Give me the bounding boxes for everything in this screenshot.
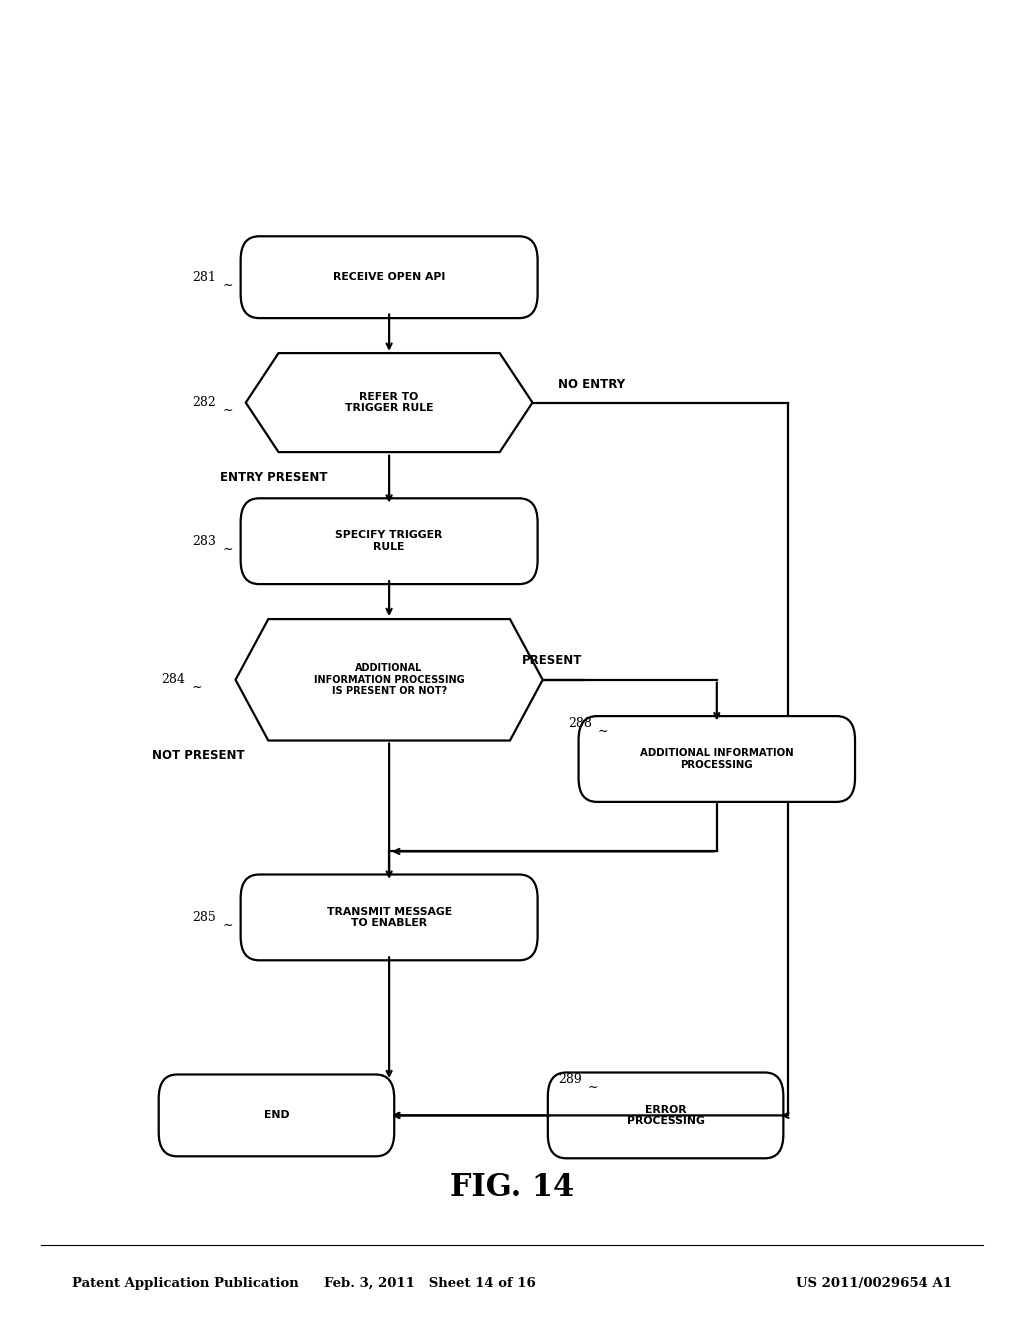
FancyBboxPatch shape [241, 236, 538, 318]
Text: FIG. 14: FIG. 14 [450, 1172, 574, 1204]
FancyBboxPatch shape [548, 1072, 783, 1159]
Text: ADDITIONAL INFORMATION
PROCESSING: ADDITIONAL INFORMATION PROCESSING [640, 748, 794, 770]
Text: REFER TO
TRIGGER RULE: REFER TO TRIGGER RULE [345, 392, 433, 413]
Text: END: END [263, 1110, 290, 1121]
Text: TRANSMIT MESSAGE
TO ENABLER: TRANSMIT MESSAGE TO ENABLER [327, 907, 452, 928]
Text: SPECIFY TRIGGER
RULE: SPECIFY TRIGGER RULE [336, 531, 442, 552]
Text: 289: 289 [558, 1073, 582, 1086]
Text: ∼: ∼ [222, 279, 232, 292]
Polygon shape [236, 619, 543, 741]
Text: 281: 281 [193, 271, 216, 284]
Text: ADDITIONAL
INFORMATION PROCESSING
IS PRESENT OR NOT?: ADDITIONAL INFORMATION PROCESSING IS PRE… [313, 663, 465, 697]
Polygon shape [246, 354, 532, 451]
Text: 284: 284 [162, 673, 185, 686]
FancyBboxPatch shape [241, 874, 538, 961]
Text: ∼: ∼ [191, 681, 202, 694]
Text: RECEIVE OPEN API: RECEIVE OPEN API [333, 272, 445, 282]
FancyBboxPatch shape [159, 1074, 394, 1156]
Text: NOT PRESENT: NOT PRESENT [152, 748, 244, 762]
FancyBboxPatch shape [579, 715, 855, 801]
Text: 283: 283 [193, 535, 216, 548]
Text: ∼: ∼ [222, 404, 232, 417]
FancyBboxPatch shape [241, 498, 538, 583]
Text: 285: 285 [193, 911, 216, 924]
Text: US 2011/0029654 A1: US 2011/0029654 A1 [797, 1276, 952, 1290]
Text: ∼: ∼ [222, 919, 232, 932]
Text: Feb. 3, 2011   Sheet 14 of 16: Feb. 3, 2011 Sheet 14 of 16 [325, 1276, 536, 1290]
Text: 282: 282 [193, 396, 216, 409]
Text: PRESENT: PRESENT [522, 653, 583, 667]
Text: NO ENTRY: NO ENTRY [558, 378, 626, 391]
Text: ENTRY PRESENT: ENTRY PRESENT [220, 471, 328, 484]
Text: ERROR
PROCESSING: ERROR PROCESSING [627, 1105, 705, 1126]
Text: Patent Application Publication: Patent Application Publication [72, 1276, 298, 1290]
Text: ∼: ∼ [588, 1081, 598, 1094]
Text: ∼: ∼ [598, 725, 608, 738]
Text: ∼: ∼ [222, 543, 232, 556]
Text: 288: 288 [568, 717, 592, 730]
